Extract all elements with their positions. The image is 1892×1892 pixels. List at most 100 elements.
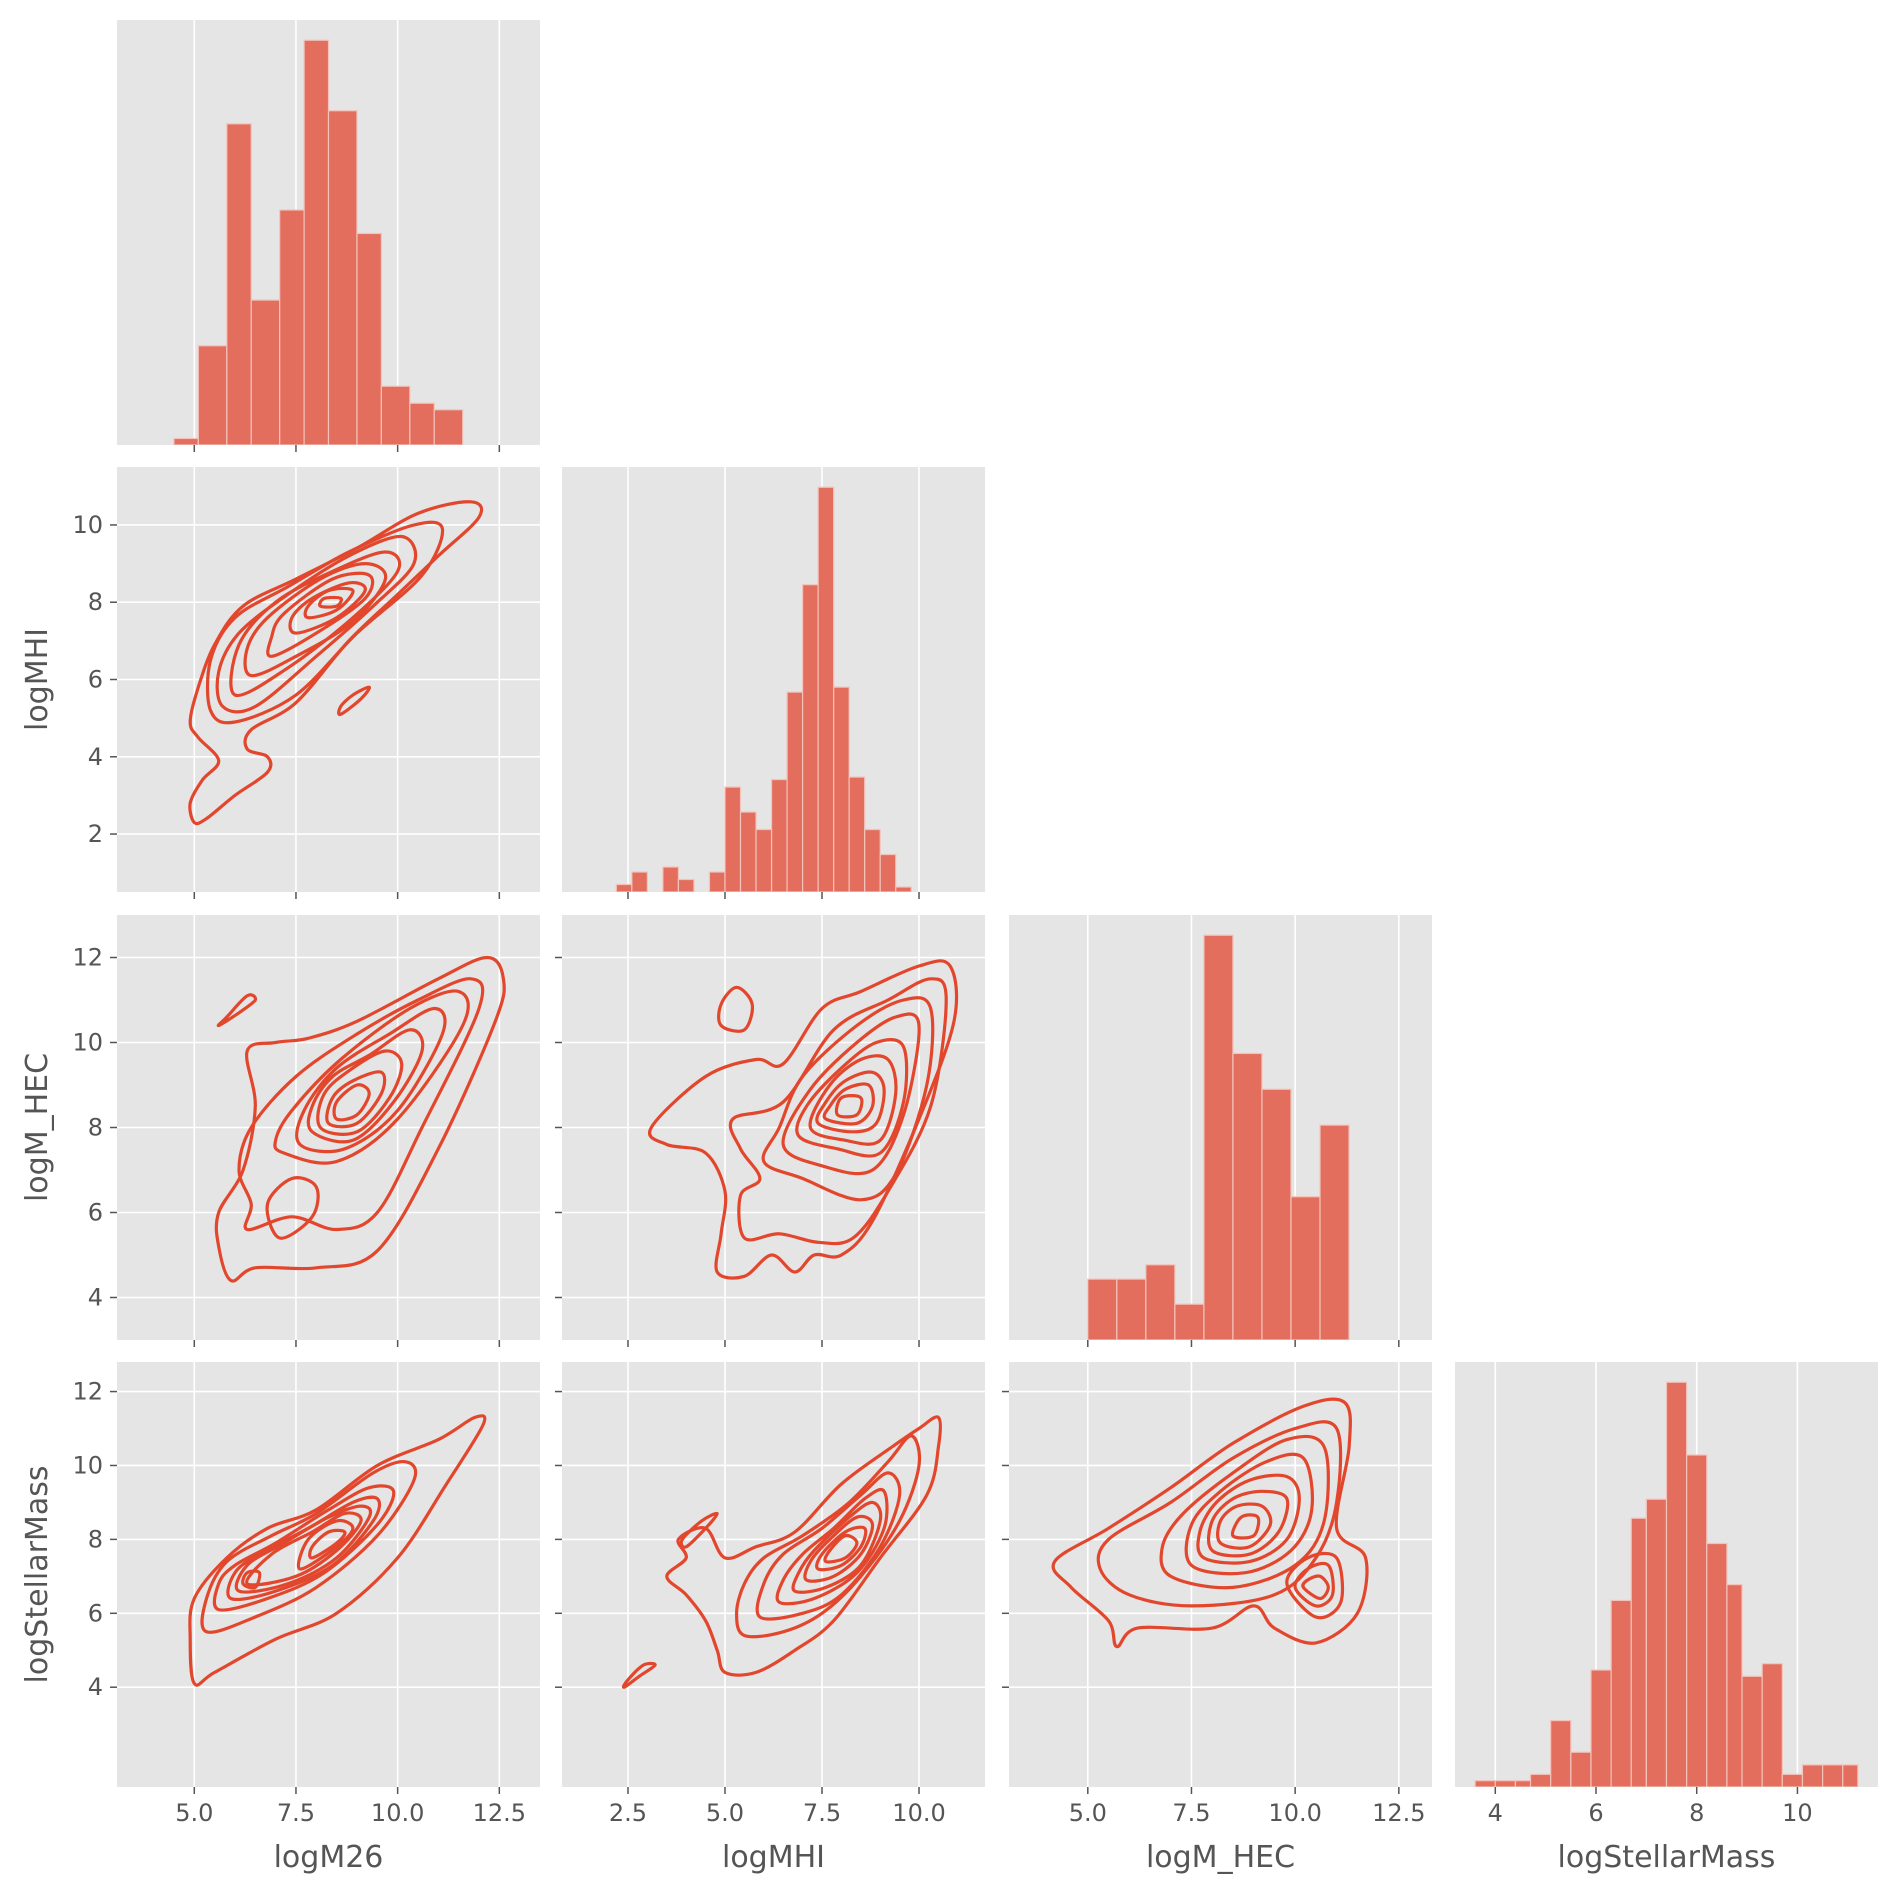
marks xyxy=(188,1414,487,1687)
histogram-bar xyxy=(1822,1764,1844,1787)
y-tick-label: 10 xyxy=(72,1451,103,1479)
histogram-bar xyxy=(380,385,411,445)
y-tick-label: 4 xyxy=(88,743,103,771)
x-tick-label: 4 xyxy=(1488,1799,1503,1827)
marks xyxy=(1051,1397,1369,1649)
histogram-bar xyxy=(1665,1381,1688,1787)
x-axis-label: logStellarMass xyxy=(1558,1840,1776,1875)
kde-contour xyxy=(295,1006,447,1154)
histogram-bar xyxy=(1726,1584,1743,1787)
kde-contour xyxy=(1051,1397,1369,1649)
histogram-bar xyxy=(1570,1751,1592,1787)
x-tick-label: 10.0 xyxy=(892,1799,945,1827)
panel-background xyxy=(117,1362,540,1787)
kde-contour xyxy=(325,1070,387,1129)
x-tick-label: 10.0 xyxy=(371,1799,424,1827)
kde-contour xyxy=(296,1518,355,1571)
histogram-bar xyxy=(879,853,897,892)
histogram-bar xyxy=(1261,1088,1292,1340)
kde-contour xyxy=(648,959,959,1280)
x-tick-label: 7.5 xyxy=(1172,1799,1210,1827)
histogram-bar xyxy=(1630,1517,1647,1787)
kde-contour xyxy=(775,1487,889,1606)
kde-contour xyxy=(188,1414,487,1687)
panel-2-0: 4 6 8 10 12 logM_HEC xyxy=(20,915,540,1347)
histogram-bar xyxy=(833,686,850,892)
histogram-bar xyxy=(327,110,358,445)
kde-contour xyxy=(1096,1420,1343,1608)
kde-contour xyxy=(229,550,402,698)
x-tick-label: 6 xyxy=(1588,1799,1603,1827)
marks xyxy=(1474,1381,1859,1787)
histogram-bar xyxy=(1610,1599,1632,1787)
kde-contour xyxy=(1285,1551,1345,1620)
kde-contour xyxy=(308,1528,347,1560)
x-tick-label: 5.0 xyxy=(1069,1799,1107,1827)
histogram-bar xyxy=(848,776,866,892)
marks xyxy=(173,39,464,445)
x-tick-label: 10.0 xyxy=(1268,1799,1321,1827)
kde-contour xyxy=(1196,1473,1301,1565)
kde-contour xyxy=(822,1082,875,1126)
y-tick-label: 6 xyxy=(88,1199,103,1227)
panel-1-0: 2 4 6 8 10 logMHI xyxy=(20,467,540,899)
histogram-bar xyxy=(433,409,464,445)
kde-contour xyxy=(306,1028,425,1144)
marks xyxy=(214,955,506,1283)
kde-contour xyxy=(815,1525,868,1572)
panel-2-1 xyxy=(555,915,985,1347)
kde-contour xyxy=(188,500,484,826)
histogram-bar xyxy=(755,828,773,892)
y-tick-label: 4 xyxy=(88,1673,103,1701)
kde-contour xyxy=(337,685,372,717)
histogram-bar xyxy=(1514,1780,1532,1787)
panel-3-0: 5.0 7.5 10.0 12.5 4 6 8 10 12 logM26 logStellarMas… xyxy=(20,1362,540,1875)
histogram-bar xyxy=(1116,1278,1147,1340)
histogram-bar xyxy=(1741,1675,1763,1787)
histogram-bar xyxy=(409,402,435,445)
y-tick-label: 8 xyxy=(88,1114,103,1142)
kde-contour xyxy=(823,1533,859,1564)
x-tick-label: 12.5 xyxy=(473,1799,526,1827)
kde-contour xyxy=(755,1471,902,1621)
kde-contour xyxy=(1206,1489,1290,1558)
x-axis-label: logM26 xyxy=(274,1840,384,1875)
kde-contour xyxy=(265,1176,320,1240)
kde-contour xyxy=(1184,1452,1314,1576)
kde-contour xyxy=(1159,1434,1330,1590)
x-tick-label: 2.5 xyxy=(609,1799,647,1827)
marks xyxy=(648,959,959,1280)
kde-contour xyxy=(205,520,445,725)
y-tick-label: 4 xyxy=(88,1284,103,1312)
kde-contour xyxy=(288,581,367,635)
histogram-bar xyxy=(1645,1498,1668,1787)
histogram-bar xyxy=(303,39,330,445)
kde-contour xyxy=(815,1070,886,1134)
x-tick-label: 5.0 xyxy=(706,1799,744,1827)
histogram-bar xyxy=(250,299,281,445)
kde-contour xyxy=(781,1012,921,1176)
panel-3-1: 2.5 5.0 7.5 10.0 logMHI xyxy=(555,1362,985,1875)
y-tick-label: 8 xyxy=(88,1525,103,1553)
histogram-bar xyxy=(1290,1196,1321,1340)
histogram-bar xyxy=(1174,1303,1205,1340)
kde-contour xyxy=(318,595,343,609)
histogram-bar xyxy=(279,209,305,445)
kde-contour xyxy=(214,955,506,1283)
y-axis-label: logStellarMass xyxy=(20,1466,55,1684)
kde-contour xyxy=(1301,1574,1330,1601)
kde-contour xyxy=(665,1415,942,1677)
y-tick-label: 10 xyxy=(72,1029,103,1057)
histogram-bar xyxy=(1590,1669,1612,1787)
histogram-bar xyxy=(817,486,835,892)
x-tick-label: 7.5 xyxy=(277,1799,315,1827)
kde-contour xyxy=(332,1083,371,1122)
panel-0-0 xyxy=(117,20,540,452)
marks xyxy=(1087,934,1350,1340)
histogram-bar xyxy=(1550,1719,1572,1787)
y-axis-label: logM_HEC xyxy=(20,1053,55,1202)
y-tick-label: 8 xyxy=(88,588,103,616)
x-axis-label: logM_HEC xyxy=(1146,1840,1295,1875)
